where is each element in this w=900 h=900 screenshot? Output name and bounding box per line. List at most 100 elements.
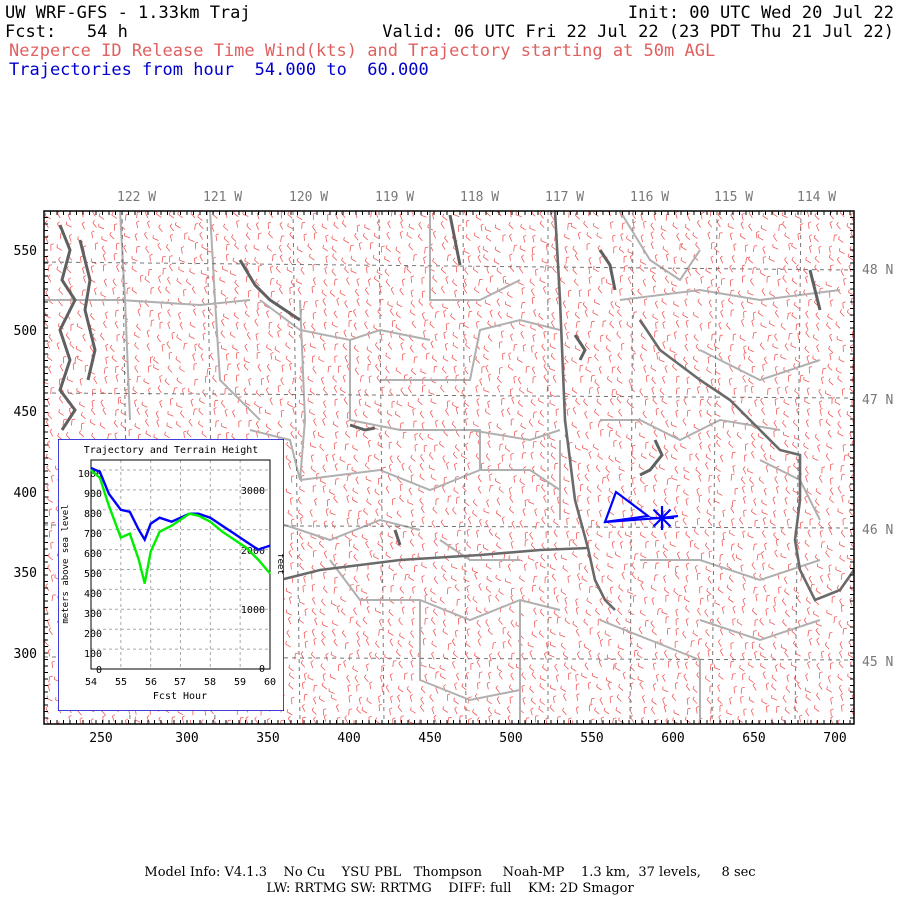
lon-label-122w: 122 W [117,190,156,205]
trajectory-height-point [257,548,259,551]
inset-y-tick: 300 [84,609,102,620]
trajectory-starburst [652,517,663,528]
terrain-height-point [150,550,152,553]
trajectory-start-hour: 54.000 [254,60,317,80]
inset-x-tick: 54 [85,677,97,688]
terrain-height-point [170,525,173,527]
water-body-outline [78,239,97,381]
county-border-line [759,459,821,521]
lon-label-120w: 120 W [289,190,328,205]
lon-label-117w: 117 W [545,190,584,205]
inset-y2-tick: 0 [259,664,265,675]
county-borders [44,211,841,724]
lat-label-46n: 46 N [862,523,893,538]
terrain-height-point [179,519,182,521]
inset-y-tick: 800 [84,509,102,520]
water-body-outline [598,249,617,291]
longitude-line [292,211,301,724]
y-tick-500: 500 [14,324,37,339]
inset-y2-tick: 2000 [241,546,265,557]
terrain-height-point [138,558,140,561]
inset-title: Trajectory and Terrain Height [84,445,259,456]
trajectory-height-point [138,529,140,531]
lon-label-115w: 115 W [714,190,753,205]
inset-y2-label: feet [275,553,284,575]
county-border-line [329,559,561,622]
inset-y-tick: 500 [84,569,102,580]
trajectory-height-point [144,539,146,541]
longitude-line [711,211,718,724]
y-tick-350: 350 [14,566,37,581]
longitude-line [462,211,467,724]
lon-label-121w: 121 W [203,190,242,205]
county-border-line [209,211,261,421]
county-border-line [44,299,251,307]
water-body-outline [448,214,462,266]
trajectory-height-point [233,533,235,535]
terrain-height-point [99,477,101,479]
y-tick-550: 550 [14,244,37,259]
lat-label-48n: 48 N [862,263,893,278]
water-body-outline [393,529,402,546]
terrain-height-point [188,513,191,515]
inset-y2-tick: 3000 [241,486,265,497]
inset-y-tick: 200 [84,629,102,640]
county-border-line [299,468,561,492]
trajectory-end-hour: 60.000 [367,60,429,80]
trajectory-terrain-inset: Trajectory and Terrain Height 1000 900 8… [58,439,284,711]
trajectory-starburst [652,508,663,519]
inset-series [90,466,271,585]
state-borders [279,211,854,611]
trajectory-height-point [129,511,131,513]
coast-and-lakes [58,214,822,546]
lon-label-119w: 119 W [375,190,414,205]
terrain-height-point [221,531,223,533]
plot-title: UW WRF-GFS - 1.33km Traj [5,3,251,23]
terrain-height-point [209,521,211,523]
x-tick-250: 250 [89,731,112,746]
trajectory-height-point [179,517,182,519]
trajectory-height-point [209,517,211,519]
inset-y-tick: 400 [84,589,102,600]
y-tick-450: 450 [14,405,37,420]
water-body-outline [573,334,587,361]
terrain-height-point [144,582,146,585]
inset-x-tick: 59 [234,677,246,688]
x-tick-600: 600 [661,731,684,746]
forecast-hour: 54 h [86,22,128,42]
county-border-line [619,211,701,282]
trajectory-height-point [245,541,247,543]
county-border-line [699,619,821,642]
county-border-line [429,211,521,301]
water-body-outline [639,439,664,477]
latitude-line [44,524,854,529]
trajectory-starburst [661,517,672,528]
trajectory-to: to [326,60,347,80]
inset-y-tick: 700 [84,529,102,540]
county-border-line [419,600,521,702]
state-border-wa-id [553,211,616,611]
longitude-line [629,211,634,724]
model-physics: LW: RRTMG SW: RRTMG DIFF: full KM: 2D Sm… [266,881,634,896]
county-border-line [640,559,821,582]
latitude-line [44,656,854,661]
inset-x-tick: 55 [115,677,127,688]
inset-x-tick: 56 [145,677,157,688]
inset-x-tick: 57 [174,677,186,688]
water-body-outline [808,269,822,311]
valid-time: Valid: 06 UTC Fri 22 Jul 22 (23 PDT Thu … [382,22,894,42]
forecast-label-text: Fcst: [5,22,57,42]
inset-plot-frame [90,459,271,670]
inset-x-tick: 60 [264,677,276,688]
trajectory-starburst [661,508,672,519]
x-tick-400: 400 [337,731,360,746]
trajectory-height-point [90,467,92,469]
terrain-height-point [90,469,92,471]
x-tick-300: 300 [175,731,198,746]
county-border-line [269,518,421,542]
water-body-outline [238,259,301,322]
x-tick-350: 350 [256,731,279,746]
init-time: Init: 00 UTC Wed 20 Jul 22 [627,3,894,23]
inset-y-tick: 600 [84,549,102,560]
forecast-label: Fcst: 54 h [5,23,128,41]
